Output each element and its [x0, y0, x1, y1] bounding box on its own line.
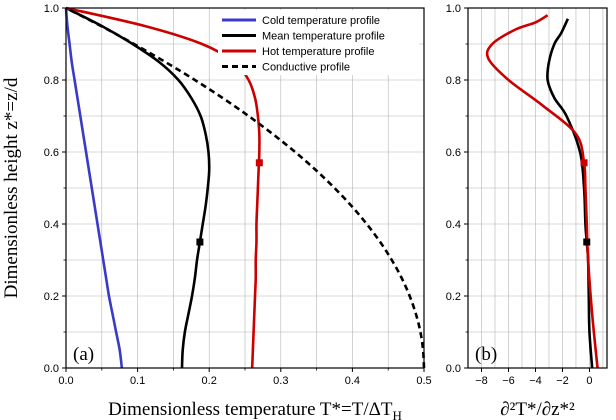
x-tick-label: −4 [529, 375, 542, 387]
y-tick-label: 0.6 [44, 147, 59, 159]
y-tick-label: 0.4 [446, 219, 461, 231]
x-tick-label: −8 [475, 375, 488, 387]
x-tick-label: 0.0 [58, 375, 73, 387]
x-axis-title-b: ∂²T*/∂z*² [500, 399, 575, 420]
legend-entry: Mean temperature profile [262, 31, 385, 43]
panel-b-series [485, 14, 599, 369]
series-line [65, 6, 211, 369]
panel-b-label: (b) [475, 344, 497, 365]
marker-square [583, 238, 591, 246]
y-tick-label: 0.4 [44, 219, 59, 231]
x-tick-label: 0.2 [202, 375, 217, 387]
panel-b: −8 −6 −4 −2 0 0.0 0.2 0.4 0.6 0.8 1.0 (b) ∂²T*/∂z*… [446, 3, 608, 420]
y-tick-label: 0.0 [446, 363, 461, 375]
panel-a-ticks: 0.0 0.1 0.2 0.3 0.4 0.5 0.0 0.2 0.4 0.6 0.8 1.0 [44, 3, 432, 387]
legend: Cold temperature profile Mean temperature… [218, 10, 419, 75]
x-tick-label: 0 [586, 375, 592, 387]
legend-entry: Conductive profile [262, 62, 350, 74]
x-axis-title-a-main: Dimensionless temperature T*=T/ΔT [108, 399, 393, 420]
y-tick-label: 0.8 [446, 75, 461, 87]
series-line [485, 14, 599, 369]
panel-b-markers [580, 159, 591, 246]
legend-entry: Hot temperature profile [262, 46, 375, 58]
y-tick-label: 1.0 [446, 3, 461, 15]
panel-a-markers [196, 159, 263, 246]
y-tick-label: 0.8 [44, 75, 59, 87]
y-tick-label: 0.2 [446, 291, 461, 303]
marker-square [196, 238, 204, 246]
x-tick-label: 0.4 [345, 375, 360, 387]
panel-a: 0.0 0.1 0.2 0.3 0.4 0.5 0.0 0.2 0.4 0.6 0.8 1.0 Col… [1, 3, 432, 420]
x-tick-label: 0.3 [273, 375, 288, 387]
series-line [64, 7, 124, 369]
x-tick-label: −6 [502, 375, 515, 387]
x-axis-title-a-sub: H [392, 408, 401, 420]
marker-square [580, 159, 588, 167]
x-tick-label: 0.5 [416, 375, 431, 387]
y-tick-label: 0.6 [446, 147, 461, 159]
legend-entry: Cold temperature profile [262, 15, 380, 27]
x-axis-title-a: Dimensionless temperature T*=T/ΔTH [108, 399, 402, 420]
y-tick-label: 1.0 [44, 3, 59, 15]
panel-b-ticks: −8 −6 −4 −2 0 0.0 0.2 0.4 0.6 0.8 1.0 [446, 3, 593, 387]
marker-square [255, 159, 263, 167]
panel-a-label: (a) [73, 344, 94, 365]
x-tick-label: −2 [556, 375, 569, 387]
x-tick-label: 0.1 [130, 375, 145, 387]
series-line [65, 6, 426, 369]
y-tick-label: 0.0 [44, 363, 59, 375]
y-axis-title: Dimensionless height z*=z/d [1, 77, 22, 298]
y-tick-label: 0.2 [44, 291, 59, 303]
